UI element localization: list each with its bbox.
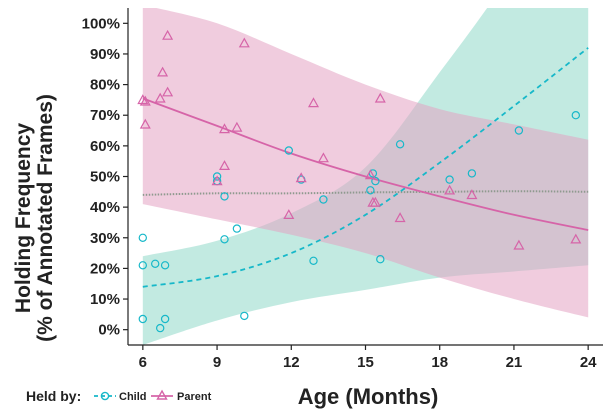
child-point — [212, 172, 222, 181]
child-point — [220, 235, 229, 244]
parent-confidence-band — [142, 8, 589, 318]
parent-point — [218, 160, 231, 170]
parent-point — [231, 121, 243, 132]
child-point — [366, 186, 375, 195]
child-point — [445, 175, 454, 184]
child-point — [160, 261, 170, 270]
confidence-bands — [142, 8, 589, 345]
parent-point — [570, 233, 582, 244]
child-point — [309, 256, 318, 265]
child-point — [319, 195, 328, 204]
x-tick-label: 24 — [580, 354, 597, 371]
trend-lines — [142, 47, 589, 288]
parent-point — [283, 209, 295, 219]
overall-trend-line — [142, 190, 589, 196]
parent-point — [364, 169, 376, 180]
y-axis-title: Holding Frequency (% of Annotated Frames… — [12, 94, 57, 342]
y-tick-label: 90% — [90, 46, 120, 63]
parent-point — [238, 37, 250, 48]
parent-point — [369, 196, 381, 207]
parent-point — [466, 189, 478, 200]
legend-key-child — [94, 391, 116, 401]
child-point — [284, 146, 293, 155]
y-tick-label: 80% — [90, 77, 120, 94]
child-point — [514, 126, 524, 135]
x-tick-label: 21 — [506, 354, 523, 371]
child-point — [220, 192, 229, 201]
parent-point — [307, 97, 320, 108]
x-tick-label: 12 — [283, 354, 300, 371]
parent-trend-line — [142, 97, 589, 231]
parent-point — [295, 172, 307, 183]
y-axis-title-line-2: (% of Annotated Frames) — [34, 94, 57, 342]
child-point — [376, 255, 385, 264]
y-tick-label: 10% — [90, 291, 120, 308]
parent-point — [218, 123, 231, 134]
child-point — [138, 233, 147, 242]
child-point — [160, 314, 170, 324]
y-tick-label: 30% — [90, 230, 120, 247]
parent-point — [394, 212, 406, 223]
x-tick-label: 6 — [139, 354, 147, 371]
child-point — [240, 311, 249, 321]
y-tick-label: 100% — [82, 15, 120, 32]
x-tick-label: 18 — [431, 354, 448, 371]
parent-point — [317, 152, 329, 163]
legend-label-child: Child — [119, 391, 147, 403]
axes: 0% 10% 20% 30% 40% 50% 60% 70% 80% 90% 100% 6 9 12 15 1… — [82, 8, 603, 371]
legend-label-parent: Parent — [177, 391, 212, 403]
parent-point — [211, 175, 223, 186]
parent-point — [154, 92, 166, 103]
legend: Held by: Child Parent — [26, 388, 212, 404]
parent-point — [139, 95, 151, 106]
legend-key-parent — [151, 389, 173, 400]
parent-point — [444, 184, 456, 195]
y-tick-label: 60% — [90, 138, 120, 155]
parent-point — [137, 94, 149, 105]
y-axis-title-line-1: Holding Frequency — [12, 123, 35, 314]
child-trend-line — [142, 47, 589, 288]
parent-point — [139, 118, 151, 129]
child-point — [138, 314, 147, 324]
child-point — [150, 259, 160, 268]
y-tick-label: 0% — [98, 322, 120, 339]
child-point — [395, 140, 405, 149]
y-tick-label: 20% — [90, 260, 120, 277]
parent-point — [162, 29, 174, 40]
legend-title: Held by: — [26, 388, 81, 404]
parent-point — [374, 92, 386, 103]
child-point — [155, 323, 165, 333]
child-point — [467, 169, 477, 178]
x-tick-label: 15 — [357, 354, 374, 371]
child-point — [571, 110, 581, 120]
y-tick-label: 50% — [90, 169, 120, 186]
y-tick-label: 70% — [90, 107, 120, 124]
x-axis-title: Age (Months) — [298, 384, 439, 409]
y-tick-label: 40% — [90, 199, 120, 216]
x-tick-label: 9 — [213, 354, 221, 371]
child-point — [138, 261, 147, 270]
parent-point — [162, 86, 174, 97]
parent-point — [513, 239, 525, 250]
data-points — [137, 29, 582, 333]
child-point — [371, 176, 380, 186]
child-point — [232, 224, 242, 233]
parent-point — [157, 66, 169, 77]
